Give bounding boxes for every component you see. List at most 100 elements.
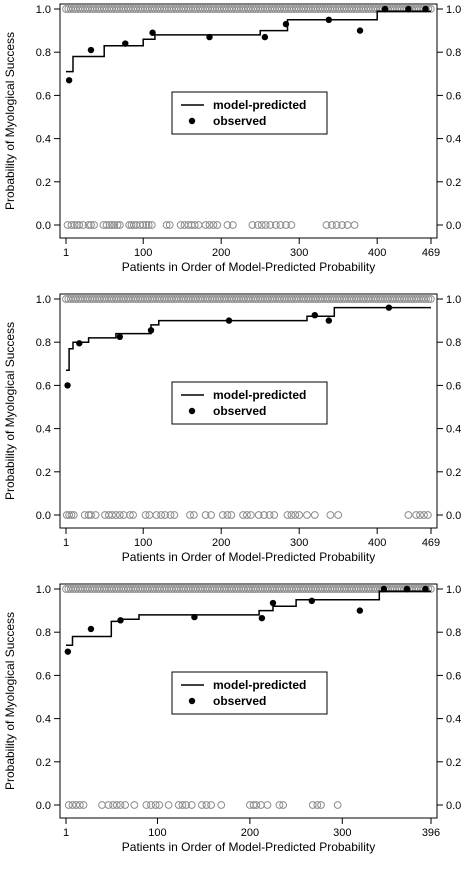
failure-marker [144,221,153,229]
failure-marker [275,801,284,809]
failure-marker [91,511,100,519]
legend: model-predicted observed [171,381,328,425]
plot-frame [59,3,438,239]
failure-marker [252,801,261,809]
failure-marker [201,511,210,519]
failure-marker [270,511,279,519]
failure-marker [129,221,138,229]
observed-point [191,613,198,621]
model-predicted-line [66,306,431,372]
failure-marker [79,221,88,229]
y-tick-label-left: 0.4 [36,424,51,436]
failure-marker [332,221,341,229]
failure-marker [90,221,98,229]
failure-marker [207,511,215,519]
observed-point [356,27,364,34]
failure-marker [102,221,111,229]
failure-marker [279,801,288,809]
observed-point [64,648,72,655]
failure-marker [98,801,106,809]
y-tick-label-left: 0.0 [36,220,51,232]
failure-marker [186,511,194,519]
y-tick-label-right: 0.2 [446,177,461,189]
failure-marker [72,801,81,809]
observed-point [206,33,213,41]
observed-point [258,614,266,622]
failure-marker [412,511,421,519]
failure-marker [190,221,199,229]
failure-marker [170,511,179,519]
y-tick-label-right: 1.0 [446,294,461,306]
failure-marker [287,221,296,229]
failure-marker [70,221,79,229]
failure-marker [141,511,150,519]
y-tick-label-left: 0.2 [36,177,51,189]
y-tick-label-left: 0.4 [36,714,51,726]
y-tick-label-right: 1.0 [446,4,461,16]
failure-marker [68,801,77,809]
x-axis-label: Patients in Order of Model-Predicted Pro… [122,840,375,854]
y-tick-label-right: 0.4 [446,424,461,436]
failure-marker [178,801,187,809]
x-tick-label: 469 [422,537,440,549]
observed-point [65,77,73,84]
failure-marker [69,511,78,519]
failure-marker [217,801,226,809]
y-tick-label-right: 0.0 [446,800,461,812]
failure-marker [223,221,232,229]
failure-marker [67,221,76,229]
observed-point [405,5,412,13]
failure-marker [116,801,125,809]
legend-label: model-predicted [213,678,306,692]
failure-marker [229,221,237,229]
plot-frame [59,293,438,529]
failure-marker [129,511,137,519]
failure-marker [276,221,285,229]
y-tick-label-left: 0.8 [36,627,51,639]
x-tick-label: 300 [333,827,351,839]
failure-marker [108,511,116,519]
y-axis-label: Probability of Myological Success [3,612,17,790]
y-tick-label-left: 0.2 [36,467,51,479]
y-tick-label-left: 0.8 [36,47,51,59]
failure-marker [99,221,108,229]
failure-marker [271,221,280,229]
x-tick-label: 400 [368,537,386,549]
failure-marker [213,221,222,229]
x-tick-label: 200 [241,827,259,839]
observed-point [149,29,156,36]
failure-marker [147,221,156,229]
failure-marker [162,221,171,229]
y-tick-label-right: 1.0 [446,584,461,596]
observed-point [311,312,318,319]
failure-marker [263,801,272,809]
failure-marker [121,801,130,809]
failure-marker [248,221,257,229]
failure-marker [282,221,290,229]
failure-marker [303,511,311,519]
failure-marker [174,801,183,809]
observed-point [117,617,124,624]
failure-marker [249,801,258,809]
x-axis-label: Patients in Order of Model-Predicted Pro… [122,260,375,274]
x-tick-label: 100 [134,247,152,259]
observed-point [116,333,124,340]
y-tick-label-left: 0.8 [36,337,51,349]
observed-point [122,40,129,47]
failure-marker [112,801,121,809]
y-tick-label-left: 0.6 [36,90,51,102]
failure-marker [115,511,124,519]
y-tick-label-right: 0.6 [446,90,461,102]
observed-point [64,382,71,389]
y-tick-label-right: 0.4 [446,134,461,146]
y-tick-label-left: 1.0 [36,4,51,16]
y-tick-label-left: 0.0 [36,800,51,812]
failure-marker [75,801,84,809]
legend: model-predicted observed [171,671,328,715]
observed-point [356,607,364,614]
legend-box [171,671,328,715]
failure-marker [202,801,211,809]
y-tick-label-right: 0.4 [446,714,461,726]
failure-marker [350,221,359,229]
failure-marker [112,511,120,519]
